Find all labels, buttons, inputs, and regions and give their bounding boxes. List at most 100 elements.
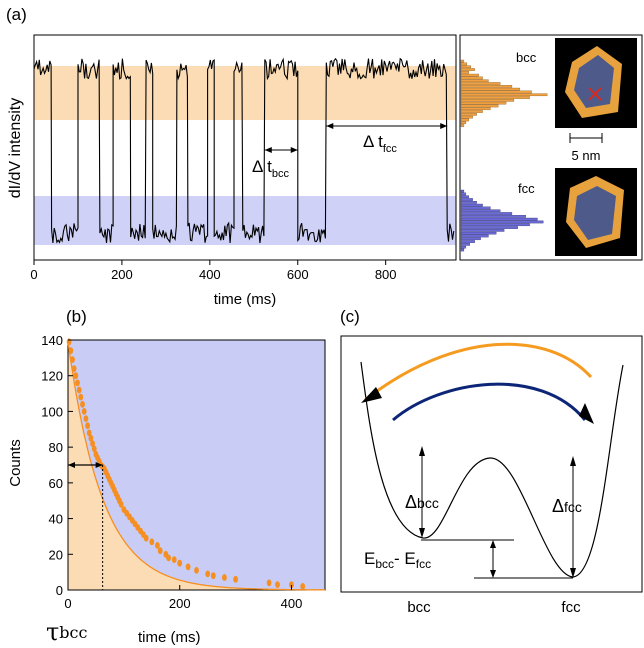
histogram-bar-fcc [460, 195, 469, 199]
data-point [85, 422, 90, 430]
tau-bcc-label: τbcc [46, 618, 87, 646]
panel-a-trace-plot: 0 200 400 600 800 time (ms) dI/dV intensity … [7, 34, 457, 308]
arrow-head-icon [290, 147, 298, 153]
exponential-fit-curve [67, 341, 326, 591]
data-point [266, 579, 272, 587]
panel-c-frame [340, 335, 643, 593]
fcc-to-bcc-arrow-bottom [392, 382, 587, 422]
x-tick-label: 400 [199, 267, 221, 282]
histogram-bar-fcc [460, 192, 467, 196]
y-tick-label: 80 [49, 440, 63, 455]
counts-points [66, 338, 306, 590]
panel-a-label: (a) [6, 5, 27, 24]
histogram-bar-bcc [460, 124, 465, 127]
histogram-bar-bcc [460, 96, 530, 99]
energy-diff-label: Ebcc- Efcc [364, 549, 431, 571]
data-point [166, 554, 172, 562]
data-point [86, 429, 92, 437]
bcc-band [34, 66, 456, 120]
data-point [66, 338, 72, 346]
data-point [155, 542, 160, 549]
scale-bar: 5 nm [569, 133, 603, 163]
histogram-bar-bcc [460, 73, 479, 77]
data-point [83, 415, 89, 422]
x-tick-label: 0 [64, 596, 71, 611]
double-well-potential [360, 361, 624, 578]
histogram-bar-fcc [460, 237, 481, 241]
stm-image-fcc [555, 168, 637, 256]
y-tick-label: 140 [41, 333, 63, 348]
panel-a-frame [33, 34, 457, 261]
arrow-head-icon [68, 462, 75, 468]
data-point [171, 556, 177, 563]
histogram-bar-bcc [460, 115, 473, 119]
panel-c-label: (c) [340, 307, 360, 326]
arrow-head-icon [264, 147, 272, 153]
histogram-bar-fcc [460, 243, 470, 246]
data-point [194, 567, 199, 574]
histogram-bar-bcc [460, 82, 501, 85]
x-label-fcc: fcc [561, 599, 581, 616]
data-point [205, 570, 211, 578]
data-point [275, 581, 280, 588]
panel-b-y-ticks: 0 20 40 60 80 100 120 140 [41, 333, 73, 598]
histogram-bar-bcc [460, 118, 469, 122]
data-point [70, 356, 75, 363]
histogram-bar-fcc [460, 206, 491, 210]
x-tick-label: 400 [281, 596, 303, 611]
histogram-fcc-label: fcc [518, 181, 535, 196]
panel-a-ylabel: dI/dV intensity [7, 98, 24, 199]
y-tick-label: 40 [49, 512, 63, 527]
histogram-bar-fcc [460, 240, 475, 243]
panel-b-label: (b) [66, 307, 87, 326]
data-point [68, 347, 74, 355]
panel-b-xlabel: time (ms) [138, 629, 201, 646]
panel-c-energy-diagram: Δbcc Δfcc Ebcc- Efcc bcc fcc [340, 335, 643, 616]
stm-image-bcc [555, 38, 637, 128]
data-point [143, 534, 149, 542]
data-point [233, 575, 239, 583]
data-point [88, 434, 94, 442]
data-point [157, 547, 163, 555]
histogram-bar-bcc [460, 93, 548, 97]
histogram-bar-fcc [460, 209, 501, 213]
histogram-bar-fcc [460, 220, 544, 224]
histogram-bar-fcc [460, 223, 530, 227]
data-point [289, 581, 294, 588]
x-label-bcc: bcc [407, 599, 431, 616]
dIdV-trace [33, 57, 455, 244]
data-point [300, 583, 306, 590]
histogram-bar-bcc [460, 87, 520, 91]
histogram-bar-bcc [460, 90, 532, 94]
data-point [76, 386, 82, 394]
histogram-bar-fcc [460, 229, 505, 232]
y-tick-label: 120 [41, 369, 63, 384]
delta-t-fcc-label: Δ tfcc [363, 132, 397, 155]
histogram-bar-bcc [460, 110, 483, 113]
histogram-bar-fcc [460, 201, 477, 204]
histogram-bar-bcc [460, 71, 469, 74]
delta-t-bcc-annotation: Δ tbcc [252, 149, 298, 180]
data-point [90, 440, 95, 447]
histogram-bar-bcc [460, 107, 491, 111]
data-point [149, 538, 155, 546]
data-point [80, 400, 85, 408]
histogram-bar-fcc [460, 217, 538, 221]
histogram-bar-fcc [460, 226, 518, 229]
histogram-bar-bcc [460, 99, 515, 102]
histogram-bar-fcc [460, 234, 489, 238]
x-tick-label: 800 [375, 267, 397, 282]
histogram-bar-bcc [460, 79, 489, 83]
data-point [91, 445, 97, 453]
histogram-bar-bcc [460, 76, 483, 80]
arrow-head-icon [440, 123, 448, 129]
data-point [81, 408, 87, 415]
histogram-bar-bcc [460, 62, 468, 66]
histogram-bar-fcc [460, 189, 465, 193]
panel-b-decay-plot: 0 200 400 0 20 40 60 80 100 120 140 τbcc time (ms… [7, 333, 326, 646]
histogram-bar-bcc [460, 121, 467, 125]
data-point [71, 365, 77, 372]
histogram-bar-fcc [460, 203, 483, 207]
histogram-bar-fcc [460, 215, 526, 218]
